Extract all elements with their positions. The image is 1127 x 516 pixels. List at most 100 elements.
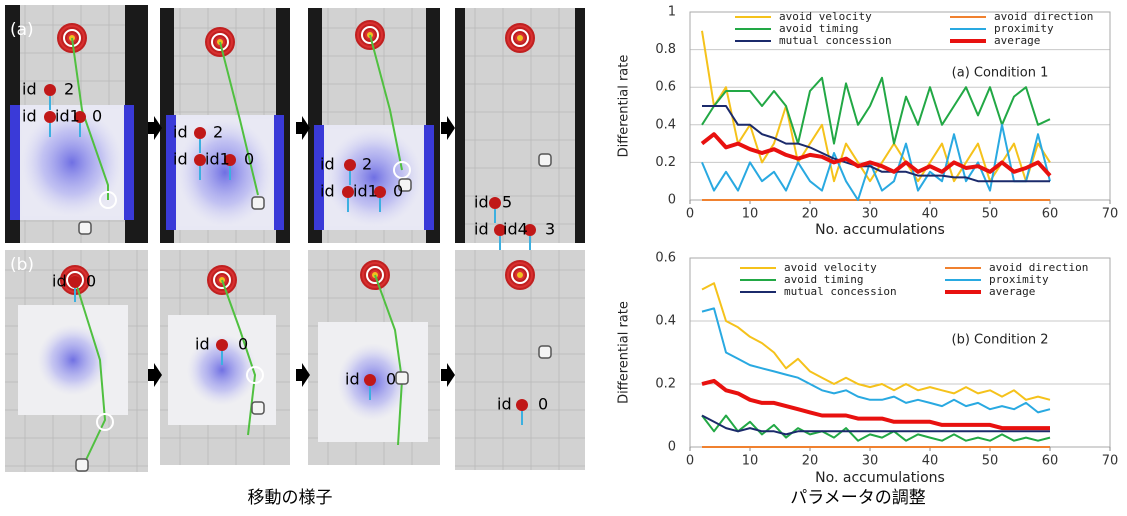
pedestrian <box>489 197 501 209</box>
y-tick-label: 0.4 <box>655 117 676 132</box>
robot <box>539 346 551 358</box>
id-label: id <box>320 182 335 201</box>
id-label: 0 <box>86 272 96 291</box>
cost-edge <box>274 115 284 230</box>
x-tick-label: 20 <box>802 207 819 222</box>
cost-edge <box>124 105 134 220</box>
x-tick-label: 70 <box>1102 454 1119 469</box>
id-label: 3 <box>545 220 555 239</box>
robot <box>539 154 551 166</box>
figure: (a) (b) id 2 id id1 0 id 2 id id1 0 id 2… <box>0 0 1127 516</box>
cost-edge <box>10 105 20 220</box>
pedestrian <box>216 339 228 351</box>
pedestrian <box>364 374 376 386</box>
cost-edge <box>424 125 434 230</box>
x-tick-label: 50 <box>982 207 999 222</box>
id-label: 0 <box>393 182 403 201</box>
id-label: id <box>22 80 37 99</box>
y-tick-label: 0 <box>668 440 676 455</box>
pedestrian <box>194 127 206 139</box>
id-label: 2 <box>64 80 74 99</box>
arrow <box>148 116 162 140</box>
id-label: id <box>22 107 37 126</box>
plot-frame <box>690 258 1110 447</box>
id-label: 0 <box>538 395 548 414</box>
y-axis-label: Differential rate <box>617 55 632 158</box>
pedestrian <box>69 276 81 288</box>
pedestrian <box>516 399 528 411</box>
charts: 00.20.40.60.81010203040506070avoid veloc… <box>617 5 1119 487</box>
arrow <box>296 116 310 140</box>
annotation: (a) Condition 1 <box>952 66 1049 81</box>
id-label: id <box>173 123 188 142</box>
x-tick-label: 10 <box>742 454 759 469</box>
y-tick-label: 0.6 <box>655 251 676 266</box>
robot <box>396 372 408 384</box>
pedestrian <box>344 159 356 171</box>
id-label: id1 <box>205 150 230 169</box>
caption: 移動の様子 <box>248 488 333 508</box>
id-label: id <box>195 335 210 354</box>
row-label: (a) <box>10 20 34 40</box>
id-label: 0 <box>92 107 102 126</box>
id-label: id <box>474 193 489 212</box>
series-line <box>702 308 1050 412</box>
id-label: id <box>52 272 67 291</box>
cost-area <box>178 119 272 226</box>
id-label: id <box>320 155 335 174</box>
legend-label: mutual concession <box>779 34 892 47</box>
x-tick-label: 40 <box>922 207 939 222</box>
wall <box>455 8 465 243</box>
caption: パラメータの調整 <box>790 488 926 508</box>
x-axis-label: No. accumulations <box>815 222 945 238</box>
id-label: 5 <box>502 193 512 212</box>
x-tick-label: 20 <box>802 454 819 469</box>
robot <box>252 197 264 209</box>
series-line <box>702 31 1050 181</box>
id-label: 0 <box>244 150 254 169</box>
series-line <box>702 381 1050 428</box>
y-tick-label: 0.2 <box>655 377 676 392</box>
goal-center <box>517 272 523 278</box>
pedestrian <box>44 84 56 96</box>
id-label: id <box>173 150 188 169</box>
arrow <box>441 363 455 387</box>
id-label: id1 <box>55 107 80 126</box>
cost-edge <box>314 125 324 230</box>
id-label: id4 <box>503 220 528 239</box>
cost-area <box>326 129 422 226</box>
y-tick-label: 0.4 <box>655 314 676 329</box>
id-label: 2 <box>362 155 372 174</box>
id-label: 2 <box>213 123 223 142</box>
y-tick-label: 0.8 <box>655 42 676 57</box>
y-tick-label: 0 <box>668 193 676 208</box>
arrow <box>148 363 162 387</box>
x-tick-label: 40 <box>922 454 939 469</box>
arrow <box>441 116 455 140</box>
id-label: id1 <box>353 182 378 201</box>
id-label: id <box>497 395 512 414</box>
x-axis-label: No. accumulations <box>815 470 945 486</box>
annotation: (b) Condition 2 <box>952 333 1049 348</box>
x-tick-label: 70 <box>1102 207 1119 222</box>
robot <box>252 402 264 414</box>
x-tick-label: 30 <box>862 454 879 469</box>
id-label: 0 <box>238 335 248 354</box>
id-label: 0 <box>386 370 396 389</box>
x-tick-label: 60 <box>1042 207 1059 222</box>
legend-label: average <box>994 34 1040 47</box>
x-tick-label: 0 <box>686 454 694 469</box>
x-tick-label: 30 <box>862 207 879 222</box>
x-tick-label: 60 <box>1042 454 1059 469</box>
arrow <box>296 363 310 387</box>
id-label: id <box>474 220 489 239</box>
row-label: (b) <box>10 255 34 275</box>
legend-label: average <box>989 285 1035 298</box>
id-label: id <box>345 370 360 389</box>
robot <box>76 459 88 471</box>
x-tick-label: 10 <box>742 207 759 222</box>
x-tick-label: 50 <box>982 454 999 469</box>
goal-center <box>517 35 523 41</box>
legend-label: mutual concession <box>784 285 897 298</box>
robot <box>79 222 91 234</box>
